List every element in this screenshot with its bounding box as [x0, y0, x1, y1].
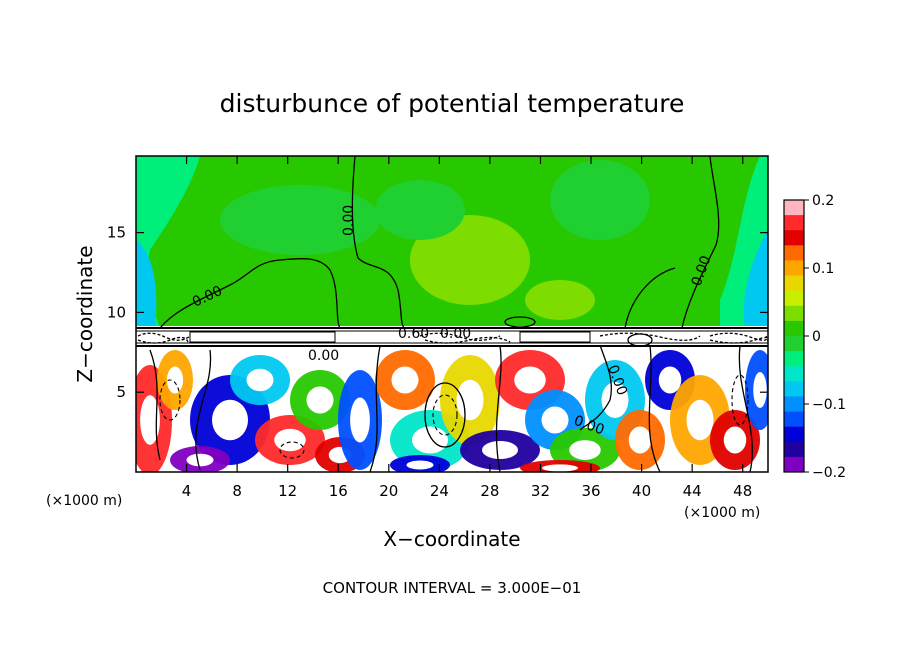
x-tick-label: 20: [379, 482, 398, 500]
y-axis: 5 10 15: [107, 224, 768, 401]
x-tick-label: 36: [581, 482, 600, 500]
colorbar-swatch: [784, 215, 804, 231]
field-patch-core: [601, 382, 629, 418]
x-tick-label: 44: [683, 482, 702, 500]
plot-area: 0.00 0.00 0.00 0.60 0.00 0.00 0.00 0.00: [136, 156, 768, 472]
colorbar-tick-label: −0.1: [812, 397, 846, 413]
colorbar-swatch: [784, 351, 804, 367]
band-dashes: [137, 332, 768, 344]
colorbar-swatch: [784, 441, 804, 458]
colorbar-tick-label: 0: [812, 329, 821, 345]
x-tick-label: 12: [278, 482, 297, 500]
field-patch-core: [350, 397, 370, 443]
field-patch-core: [246, 368, 274, 392]
field-patch-core: [569, 440, 601, 460]
lower-blobs: [136, 350, 768, 472]
x-tick-label: 40: [632, 482, 651, 500]
colorbar-swatch: [784, 200, 804, 216]
upper-right-blue-region: [743, 230, 768, 328]
colorbar-swatch: [784, 275, 804, 292]
field-patch-core: [628, 426, 652, 454]
field-patch-core: [166, 366, 184, 394]
x-unit-left: (×1000 m): [46, 493, 122, 509]
upper-patch: [220, 185, 380, 255]
y-tick-label: 10: [107, 303, 126, 321]
colorbar-swatch: [784, 230, 804, 246]
colorbar: 0.2 0.1 0 −0.1 −0.2: [783, 193, 846, 481]
field-patch-core: [753, 372, 767, 408]
field-patch-core: [412, 426, 448, 454]
colorbar-swatch: [784, 411, 804, 428]
colorbar-swatch: [784, 260, 804, 277]
contour-lines: [149, 156, 754, 472]
plot-frame: [135, 155, 769, 473]
colorbar-tick-label: 0.1: [812, 261, 834, 277]
x-tick-label: 48: [733, 482, 752, 500]
colorbar-swatch: [784, 336, 804, 352]
x-unit-right: (×1000 m): [684, 505, 760, 521]
upper-left-cyan-region: [136, 156, 200, 328]
field-patch-core: [686, 399, 714, 441]
colorbar-swatch: [784, 456, 804, 473]
colorbar-swatch: [784, 366, 804, 382]
x-tick-label: 28: [480, 482, 499, 500]
contour-interval-footer: CONTOUR INTERVAL = 3.000E−01: [323, 579, 582, 597]
colorbar-swatch: [784, 320, 804, 337]
field-patch-core: [482, 441, 518, 459]
x-tick-label: 8: [232, 482, 242, 500]
upper-patch: [375, 180, 465, 240]
colorbar-swatch: [784, 245, 804, 261]
field-patch-core: [541, 406, 569, 434]
colorbar-tick-label: −0.2: [812, 465, 846, 481]
upper-patch: [525, 280, 595, 320]
x-tick-label: 4: [182, 482, 192, 500]
field-patch-core: [658, 366, 682, 394]
contour-label: 0.00: [440, 326, 471, 342]
x-tick-label: 24: [430, 482, 449, 500]
contour-label: 0.00: [341, 205, 357, 236]
upper-patch: [410, 215, 530, 305]
field-patch-core: [542, 464, 578, 472]
contour-label: 0.00: [308, 348, 339, 364]
contour-dashed: [159, 374, 749, 459]
x-axis: 4 8 12 16 20 24 28 32 36 40 44 48: [182, 156, 752, 500]
field-patch-core: [306, 386, 334, 414]
field-patch-core: [391, 366, 419, 394]
field-patch-core: [456, 379, 484, 421]
colorbar-swatch: [784, 290, 804, 307]
y-axis-label: Z−coordinate: [73, 245, 97, 382]
field-patch-core: [406, 460, 434, 470]
upper-patch: [550, 160, 650, 240]
upper-left-blue-region: [136, 240, 157, 328]
field-patch-core: [140, 395, 160, 445]
band-box: [519, 331, 591, 343]
field-patch-core: [186, 453, 214, 467]
band-box: [189, 331, 336, 343]
field-patch-core: [274, 428, 306, 452]
field-patch-core: [212, 399, 248, 441]
x-axis-label: X−coordinate: [383, 527, 520, 551]
contour-label: 0.60: [398, 326, 429, 342]
colorbar-swatch: [784, 381, 804, 397]
colorbar-swatch: [784, 396, 804, 413]
field-patch-core: [723, 426, 747, 454]
colorbar-swatch: [784, 426, 804, 443]
colorbar-tick-label: 0.2: [812, 193, 834, 209]
x-tick-label: 32: [531, 482, 550, 500]
y-tick-label: 5: [116, 383, 126, 401]
y-tick-label: 15: [107, 224, 126, 242]
chart-title: disturbunce of potential temperature: [220, 89, 685, 118]
colorbar-swatch: [784, 305, 804, 322]
field-patch-core: [514, 366, 546, 394]
x-tick-label: 16: [329, 482, 348, 500]
